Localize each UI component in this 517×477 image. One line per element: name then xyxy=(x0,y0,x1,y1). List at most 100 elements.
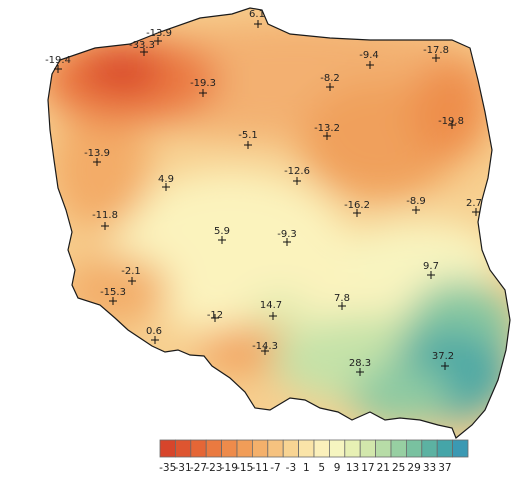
station-marker: -19.3 xyxy=(190,78,216,97)
legend-tick-label: 9 xyxy=(334,462,341,474)
legend-tick-label: -7 xyxy=(270,462,280,474)
legend-swatch xyxy=(344,439,361,458)
legend-tick-label: -19 xyxy=(221,462,238,474)
legend-swatch xyxy=(359,439,377,458)
legend-swatch xyxy=(390,439,407,458)
station-marker: -19.4 xyxy=(45,55,71,73)
station-value-label: -12 xyxy=(207,310,223,321)
station-marker: -5.1 xyxy=(238,130,258,149)
station-marker: -16.2 xyxy=(344,200,370,217)
station-value-label: 14.7 xyxy=(260,300,282,311)
station-value-label: -12.6 xyxy=(284,166,310,177)
station-value-label: 9.7 xyxy=(423,261,439,272)
legend-tick-label: -35 xyxy=(159,462,176,474)
station-value-label: 0.6 xyxy=(146,326,162,337)
station-value-label: -9.3 xyxy=(277,229,297,240)
station-value-label: -17.8 xyxy=(423,45,449,56)
station-value-label: -13.9 xyxy=(146,28,172,39)
station-value-label: 2.7 xyxy=(466,198,482,209)
legend-swatch xyxy=(313,439,330,458)
legend-tick-label: 17 xyxy=(361,462,374,474)
station-marker: -19.8 xyxy=(438,116,464,129)
legend-tick-label: -3 xyxy=(286,462,296,474)
legend-swatch xyxy=(236,439,253,458)
legend-tick-label: 33 xyxy=(423,462,436,474)
legend-swatch xyxy=(174,439,192,458)
legend-tick-label: 21 xyxy=(377,462,390,474)
station-value-label: 28.3 xyxy=(349,358,371,369)
station-marker: -13.9 xyxy=(146,28,172,45)
stations: 6.1-13.9-33.3-19.4 -9.4 -17.8-19.3 -8.2-19.… xyxy=(45,9,482,376)
station-marker: -15.3 xyxy=(100,287,126,305)
station-value-label: -19.4 xyxy=(45,55,71,66)
legend-swatch xyxy=(221,439,238,458)
legend-tick-label: -27 xyxy=(190,462,207,474)
station-marker: 14.7 xyxy=(260,300,282,320)
station-value-label: -2.1 xyxy=(121,266,141,277)
station-marker: 4.9 xyxy=(158,174,174,191)
station-marker: -12 xyxy=(207,310,223,322)
station-marker: -9.4 xyxy=(359,50,379,69)
station-marker: -8.9 xyxy=(406,196,426,214)
station-marker: 0.6 xyxy=(146,326,162,344)
legend-swatch xyxy=(251,439,269,458)
station-marker: 5.9 xyxy=(214,226,230,244)
station-marker: -13.9 xyxy=(84,148,110,166)
station-value-label: -14.3 xyxy=(252,341,278,352)
station-marker: -14.3 xyxy=(252,341,278,355)
station-value-label: 5.9 xyxy=(214,226,230,237)
legend: -35-31-27-23-19-15-11 -7 -3 1 5 9 13 17 21 25 29 33… xyxy=(159,439,469,474)
station-marker: -8.2 xyxy=(320,73,340,91)
legend-swatch xyxy=(328,439,346,458)
legend-tick-label: -15 xyxy=(236,462,253,474)
station-marker: 9.7 xyxy=(423,261,439,279)
legend-tick-label: 25 xyxy=(392,462,405,474)
station-value-label: 7.8 xyxy=(334,293,350,304)
station-value-label: -8.9 xyxy=(406,196,426,207)
station-value-label: 6.1 xyxy=(249,9,265,20)
legend-tick-label: 37 xyxy=(438,462,451,474)
station-marker: 7.8 xyxy=(334,293,350,310)
legend-swatch xyxy=(375,439,392,458)
station-value-label: -33.3 xyxy=(129,40,155,51)
legend-tick-label: 1 xyxy=(303,462,310,474)
station-marker: -11.8 xyxy=(92,210,118,230)
legend-swatch xyxy=(282,439,300,458)
station-value-label: -19.8 xyxy=(438,116,464,127)
station-marker: -33.3 xyxy=(129,40,155,56)
station-marker: 28.3 xyxy=(349,358,371,376)
legend-swatch xyxy=(436,439,454,458)
legend-tick-label: 5 xyxy=(318,462,325,474)
legend-tick-label: 13 xyxy=(346,462,359,474)
legend-tick-label: -23 xyxy=(205,462,222,474)
station-value-label: -5.1 xyxy=(238,130,258,141)
legend-tick-label: 29 xyxy=(407,462,420,474)
station-marker: -9.3 xyxy=(277,229,297,246)
station-marker: 37.2 xyxy=(432,351,454,370)
legend-swatch xyxy=(405,439,423,458)
station-marker: 6.1 xyxy=(249,9,265,28)
station-value-label: -9.4 xyxy=(359,50,379,61)
station-marker: -12.6 xyxy=(284,166,310,185)
legend-tick-label: -31 xyxy=(175,462,192,474)
legend-swatch xyxy=(205,439,222,458)
legend-tick-label: -11 xyxy=(252,462,269,474)
station-value-label: -11.8 xyxy=(92,210,118,221)
station-value-label: -13.9 xyxy=(84,148,110,159)
station-value-label: -8.2 xyxy=(320,73,340,84)
station-value-label: -15.3 xyxy=(100,287,126,298)
station-value-label: 4.9 xyxy=(158,174,174,185)
station-value-label: 37.2 xyxy=(432,351,454,362)
station-value-label: -19.3 xyxy=(190,78,216,89)
station-marker: -13.2 xyxy=(314,123,340,140)
legend-swatch xyxy=(421,439,438,458)
legend-swatch xyxy=(190,439,207,458)
legend-swatch xyxy=(452,439,469,458)
legend-swatch xyxy=(267,439,284,458)
station-value-label: -16.2 xyxy=(344,200,370,211)
legend-swatch xyxy=(298,439,315,458)
station-marker: 2.7 xyxy=(466,198,482,216)
station-marker: -17.8 xyxy=(423,45,449,62)
